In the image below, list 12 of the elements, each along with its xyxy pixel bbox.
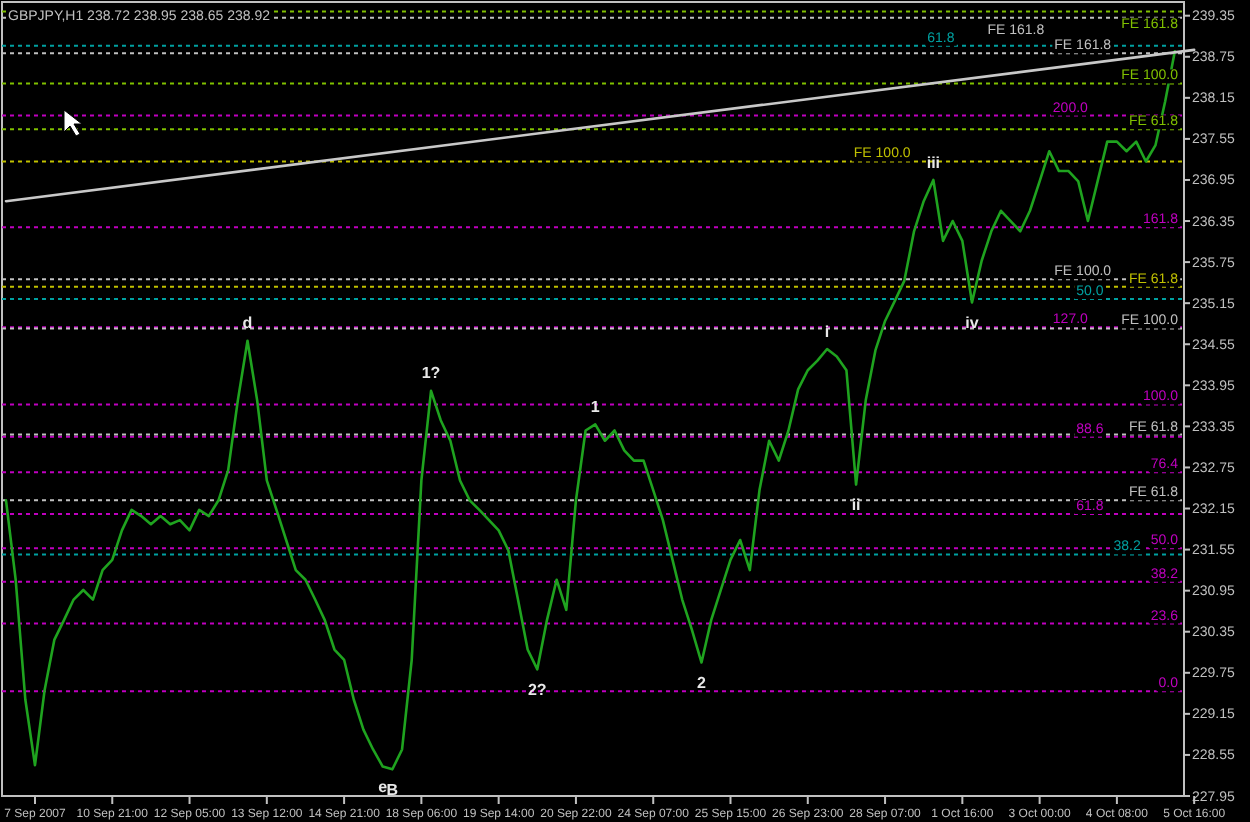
- annotation: d: [242, 314, 253, 333]
- annotation: 2: [697, 674, 708, 693]
- annotation: 1?: [421, 364, 441, 383]
- annotation: i: [824, 322, 830, 341]
- annotation: iv: [965, 314, 980, 333]
- annotation: 2?: [527, 680, 547, 699]
- annotation: iii: [926, 153, 941, 172]
- annotation: ii: [851, 496, 861, 515]
- annotation: e: [378, 778, 389, 797]
- annotation: B: [386, 780, 399, 799]
- line-series: [4, 49, 1177, 771]
- annotation: 1: [590, 397, 601, 416]
